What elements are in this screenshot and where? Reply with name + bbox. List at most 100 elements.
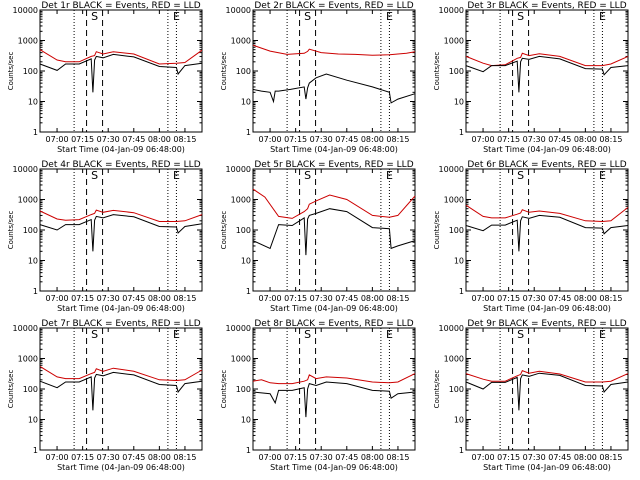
- y-tick-label: 1: [246, 446, 251, 455]
- marker-label-e: E: [599, 169, 606, 182]
- series-line-lld-red: [39, 209, 203, 222]
- x-tick-label: 08:00: [361, 294, 384, 303]
- y-tick-label: 1000: [231, 37, 251, 46]
- marker-label-e: E: [173, 10, 180, 23]
- chart-title: Det 7r BLACK = Events, RED = LLD: [41, 319, 200, 329]
- x-tick-label: 07:30: [97, 453, 120, 462]
- x-tick-label: 07:45: [122, 135, 145, 144]
- y-tick-label: 1: [459, 446, 464, 455]
- x-tick-label: 08:15: [173, 294, 196, 303]
- x-tick-label: 07:30: [97, 135, 120, 144]
- y-tick-label: 1000: [231, 355, 251, 364]
- y-tick-label: 1: [33, 446, 38, 455]
- y-tick-label: 1000: [18, 37, 38, 46]
- series-line-lld-red: [252, 188, 416, 219]
- x-tick-label: 07:15: [497, 294, 520, 303]
- y-tick-label: 10: [454, 98, 464, 107]
- x-axis-label: Start Time (04-Jan-09 06:48:00): [57, 145, 185, 154]
- x-tick-label: 08:15: [599, 453, 622, 462]
- chart-title: Det 9r BLACK = Events, RED = LLD: [467, 319, 626, 329]
- x-tick-label: 08:00: [574, 294, 597, 303]
- x-tick-label: 08:15: [386, 135, 409, 144]
- marker-label-e: E: [599, 10, 606, 23]
- y-tick-label: 1: [246, 128, 251, 137]
- series-line-lld-red: [465, 369, 629, 383]
- x-tick-label: 08:00: [148, 294, 171, 303]
- x-tick-label: 07:45: [548, 135, 571, 144]
- y-tick-label: 10000: [439, 6, 464, 15]
- x-tick-label: 08:00: [574, 135, 597, 144]
- x-tick-label: 07:45: [335, 294, 358, 303]
- marker-label-e: E: [386, 169, 393, 182]
- x-tick-label: 07:45: [335, 135, 358, 144]
- x-tick-label: 07:30: [97, 294, 120, 303]
- series-line-lld-red: [39, 365, 203, 382]
- series-line-events-black: [465, 372, 629, 411]
- y-tick-label: 10: [28, 257, 38, 266]
- marker-label-s: S: [517, 10, 524, 23]
- x-tick-label: 07:45: [548, 453, 571, 462]
- y-tick-label: 10000: [226, 6, 251, 15]
- y-tick-label: 100: [236, 385, 251, 394]
- chart-panel-1: Det 1r BLACK = Events, RED = LLD 1 10 100 10…: [7, 1, 203, 154]
- chart-panel-8: Det 8r BLACK = Events, RED = LLD 1 10 100 10…: [220, 319, 416, 472]
- y-tick-label: 10: [454, 257, 464, 266]
- y-tick-label: 10000: [226, 165, 251, 174]
- y-axis-label: Counts/sec: [220, 211, 228, 250]
- y-tick-label: 10000: [13, 324, 38, 333]
- x-tick-label: 08:00: [148, 135, 171, 144]
- x-axis-label: Start Time (04-Jan-09 06:48:00): [57, 463, 185, 472]
- x-tick-label: 07:00: [259, 453, 282, 462]
- marker-label-s: S: [304, 169, 311, 182]
- series-line-lld-red: [465, 204, 629, 223]
- x-tick-label: 07:00: [259, 135, 282, 144]
- series-line-lld-red: [39, 49, 203, 65]
- plot-frame: [465, 168, 629, 292]
- x-tick-label: 07:45: [122, 294, 145, 303]
- x-tick-label: 07:15: [284, 294, 307, 303]
- y-axis-label: Counts/sec: [433, 211, 441, 250]
- y-axis-label: Counts/sec: [433, 370, 441, 409]
- x-tick-label: 07:30: [310, 453, 333, 462]
- y-tick-label: 1000: [18, 196, 38, 205]
- y-tick-label: 1: [33, 128, 38, 137]
- chart-title: Det 4r BLACK = Events, RED = LLD: [41, 160, 200, 170]
- plot-frame: [465, 9, 629, 133]
- x-axis-label: Start Time (04-Jan-09 06:48:00): [57, 304, 185, 313]
- plot-frame: [252, 327, 416, 451]
- y-axis-label: Counts/sec: [7, 370, 15, 409]
- y-tick-label: 10: [241, 257, 251, 266]
- marker-label-s: S: [517, 169, 524, 182]
- x-tick-label: 07:15: [497, 135, 520, 144]
- series-line-events-black: [39, 371, 203, 411]
- x-tick-label: 07:00: [46, 294, 69, 303]
- chart-title: Det 1r BLACK = Events, RED = LLD: [41, 1, 200, 11]
- x-axis-label: Start Time (04-Jan-09 06:48:00): [483, 463, 611, 472]
- series-line-events-black: [465, 214, 629, 252]
- chart-panel-7: Det 7r BLACK = Events, RED = LLD 1 10 100 10…: [7, 319, 203, 472]
- plot-frame: [252, 9, 416, 133]
- x-tick-label: 07:15: [284, 135, 307, 144]
- x-axis-label: Start Time (04-Jan-09 06:48:00): [270, 463, 398, 472]
- x-tick-label: 07:00: [259, 294, 282, 303]
- marker-label-e: E: [386, 10, 393, 23]
- y-tick-label: 100: [23, 385, 38, 394]
- y-tick-label: 100: [236, 67, 251, 76]
- y-tick-label: 100: [23, 226, 38, 235]
- chart-title: Det 3r BLACK = Events, RED = LLD: [467, 1, 626, 11]
- y-tick-label: 10: [241, 98, 251, 107]
- series-line-events-black: [252, 208, 416, 256]
- y-axis-label: Counts/sec: [7, 211, 15, 250]
- x-tick-label: 08:15: [599, 135, 622, 144]
- marker-label-s: S: [91, 10, 98, 23]
- series-line-events-black: [39, 53, 203, 93]
- series-line-events-black: [465, 55, 629, 93]
- y-tick-label: 10000: [439, 324, 464, 333]
- x-axis-label: Start Time (04-Jan-09 06:48:00): [483, 145, 611, 154]
- y-tick-label: 100: [449, 67, 464, 76]
- x-tick-label: 07:00: [472, 294, 495, 303]
- marker-label-e: E: [173, 328, 180, 341]
- y-tick-label: 1000: [444, 37, 464, 46]
- y-axis-label: Counts/sec: [220, 370, 228, 409]
- chart-panel-9: Det 9r BLACK = Events, RED = LLD 1 10 100 10…: [433, 319, 629, 472]
